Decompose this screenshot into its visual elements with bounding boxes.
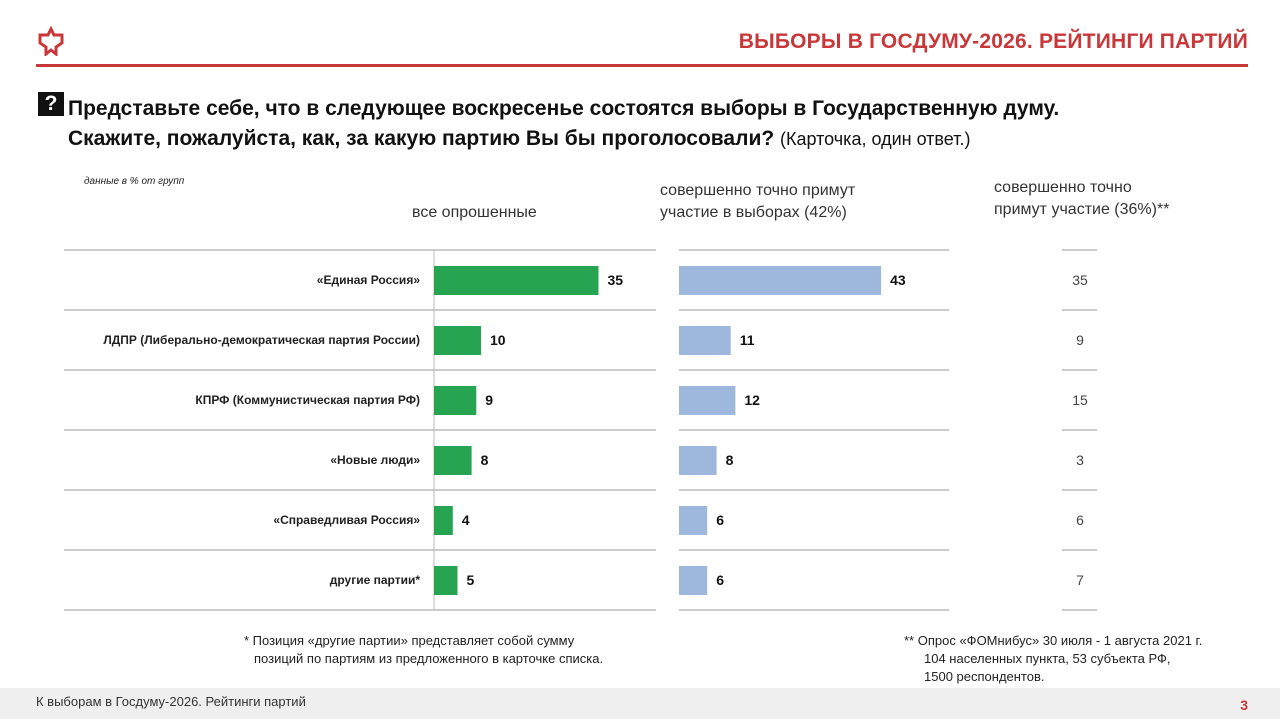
bar-likely-voters xyxy=(679,386,736,415)
bar-all-respondents xyxy=(434,386,477,415)
column-header-likely: совершенно точно примут участие в выбора… xyxy=(660,180,855,224)
question-note: (Карточка, один ответ.) xyxy=(780,129,971,149)
value-label-likely: 12 xyxy=(744,392,760,408)
value-label-certain: 7 xyxy=(1076,572,1084,588)
bar-all-respondents xyxy=(434,566,458,595)
value-label-all: 8 xyxy=(481,452,489,468)
header-divider xyxy=(36,64,1248,67)
brand-logo-icon xyxy=(38,26,64,56)
bar-likely-voters xyxy=(679,566,708,595)
question-icon: ? xyxy=(38,92,64,116)
footnote-right-line-1: ** Опрос «ФОМнибус» 30 июля - 1 августа … xyxy=(904,633,1203,648)
value-label-likely: 6 xyxy=(716,572,724,588)
value-label-all: 4 xyxy=(462,512,470,528)
category-label: другие партии* xyxy=(330,573,421,587)
footnote-left-line-2: позиций по партиям из предложенного в ка… xyxy=(254,651,604,666)
value-label-likely: 43 xyxy=(890,272,906,288)
category-label: ЛДПР (Либерально-демократическая партия … xyxy=(103,333,420,347)
bar-likely-voters xyxy=(679,446,717,475)
category-label: «Новые люди» xyxy=(330,453,420,467)
column-header-certain-line-1: совершенно точно xyxy=(994,179,1132,196)
footnote-right: ** Опрос «ФОМнибус» 30 июля - 1 августа … xyxy=(904,632,1202,686)
value-label-certain: 6 xyxy=(1076,512,1084,528)
value-label-likely: 8 xyxy=(726,452,734,468)
header-title: ВЫБОРЫ В ГОСДУМУ-2026. РЕЙТИНГИ ПАРТИЙ xyxy=(738,30,1248,53)
question-line-1: Представьте себе, что в следующее воскре… xyxy=(68,97,1060,120)
bar-all-respondents xyxy=(434,326,481,355)
footer-bar xyxy=(0,688,1280,719)
footnote-left: * Позиция «другие партии» представляет с… xyxy=(244,632,603,668)
bar-likely-voters xyxy=(679,506,708,535)
column-header-likely-line-1: совершенно точно примут xyxy=(660,182,856,199)
data-note: данные в % от групп xyxy=(84,176,185,187)
value-label-certain: 35 xyxy=(1072,272,1088,288)
footnote-right-line-2: 104 населенных пункта, 53 субъекта РФ, xyxy=(924,651,1171,666)
bar-all-respondents xyxy=(434,266,599,295)
value-label-likely: 6 xyxy=(716,512,724,528)
category-label: «Единая Россия» xyxy=(317,273,421,287)
category-label: КПРФ (Коммунистическая партия РФ) xyxy=(195,393,420,407)
column-header-likely-line-2: участие в выборах (42%) xyxy=(660,204,847,221)
footnote-left-line-1: * Позиция «другие партии» представляет с… xyxy=(244,633,575,648)
value-label-all: 10 xyxy=(490,332,506,348)
category-label: «Справедливая Россия» xyxy=(273,513,420,527)
value-label-likely: 11 xyxy=(740,332,755,348)
value-label-all: 9 xyxy=(485,392,493,408)
bar-likely-voters xyxy=(679,326,731,355)
bar-all-respondents xyxy=(434,446,472,475)
bar-likely-voters xyxy=(679,266,882,295)
value-label-certain: 3 xyxy=(1076,452,1084,468)
value-label-all: 35 xyxy=(608,272,624,288)
column-header-certain-line-2: примут участие (36%)** xyxy=(994,201,1170,218)
footer-text: К выборам в Госдуму-2026. Рейтинги парти… xyxy=(36,694,306,709)
question-line-2-text: Скажите, пожалуйста, как, за какую парти… xyxy=(68,127,775,150)
question-text: Представьте себе, что в следующее воскре… xyxy=(68,94,1059,154)
page-number: 3 xyxy=(1240,697,1248,713)
footnote-right-line-3: 1500 респондентов. xyxy=(924,669,1045,684)
value-label-certain: 15 xyxy=(1072,392,1088,408)
value-label-all: 5 xyxy=(467,572,475,588)
value-label-certain: 9 xyxy=(1076,332,1084,348)
bar-all-respondents xyxy=(434,506,453,535)
column-header-certain: совершенно точно примут участие (36%)** xyxy=(994,177,1169,221)
column-header-all: все опрошенные xyxy=(412,204,537,221)
question-line-2: Скажите, пожалуйста, как, за какую парти… xyxy=(68,124,1059,154)
